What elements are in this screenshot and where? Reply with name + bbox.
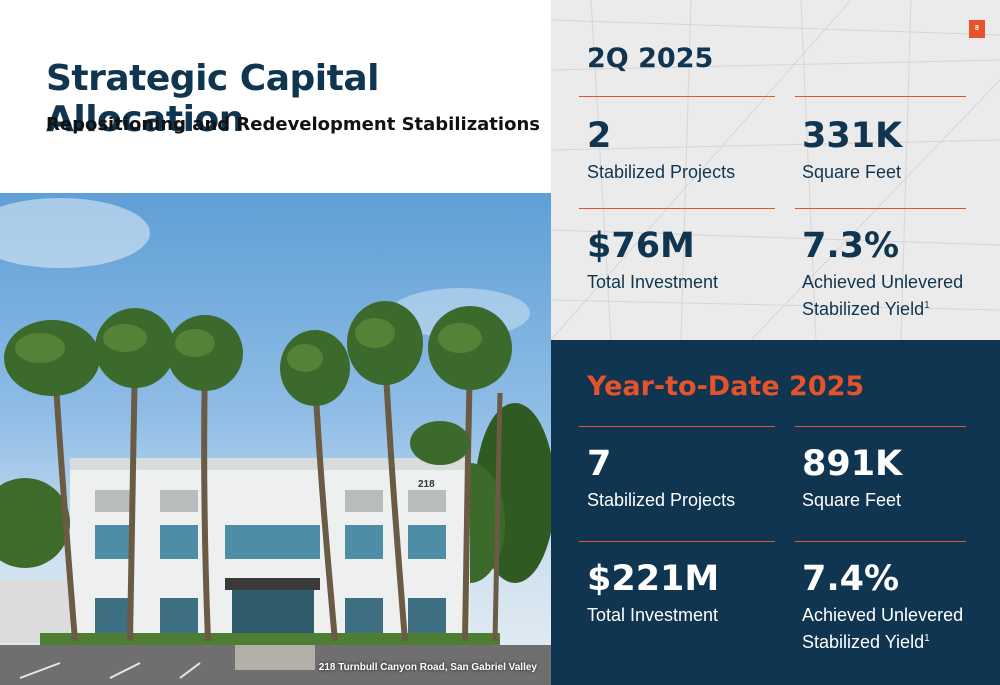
stat-value: 7 <box>587 444 612 484</box>
page-number-badge: 8 <box>969 20 985 38</box>
divider <box>579 541 775 542</box>
divider <box>579 426 775 427</box>
stat-stabilized-projects: 7 Stabilized Projects <box>587 444 735 512</box>
footnote-marker: 1 <box>924 633 930 644</box>
stat-total-investment: $76M Total Investment <box>587 226 718 294</box>
stat-unlevered-yield: 7.3% Achieved Unlevered Stabilized Yield… <box>802 226 963 321</box>
header-area: Strategic Capital Allocation Repositioni… <box>0 0 551 193</box>
divider <box>795 96 966 97</box>
stat-label: Stabilized Projects <box>587 162 736 182</box>
page-subtitle: Repositioning and Redevelopment Stabiliz… <box>46 114 540 135</box>
page-title: Strategic Capital Allocation <box>46 58 379 140</box>
stat-value: $76M <box>587 226 695 266</box>
stat-label: Total Investment <box>587 272 719 292</box>
stat-value: $221M <box>587 559 720 599</box>
stat-label: Achieved Unlevered Stabilized Yield1 <box>802 603 963 654</box>
divider <box>795 541 966 542</box>
stat-label: Stabilized Projects <box>587 490 736 510</box>
ytd-heading: Year-to-Date 2025 <box>587 371 865 402</box>
stat-stabilized-projects: 2 Stabilized Projects <box>587 116 735 184</box>
footnote-marker: 1 <box>924 300 930 311</box>
property-photo: 218 <box>0 193 551 685</box>
stat-value: 7.4% <box>802 559 900 599</box>
stat-label: Total Investment <box>587 605 719 625</box>
stat-value: 331K <box>802 116 903 156</box>
stat-label-line2: Stabilized Yield <box>802 299 925 319</box>
stat-label: Square Feet <box>802 162 902 182</box>
stat-square-feet: 331K Square Feet <box>802 116 902 184</box>
ytd-panel: Year-to-Date 2025 7 Stabilized Projects … <box>551 340 1000 685</box>
building-number: 218 <box>418 479 435 490</box>
map-background <box>551 0 1000 340</box>
photo-caption: 218 Turnbull Canyon Road, San Gabriel Va… <box>318 662 537 673</box>
divider <box>579 96 775 97</box>
divider <box>795 426 966 427</box>
stat-unlevered-yield: 7.4% Achieved Unlevered Stabilized Yield… <box>802 559 963 654</box>
divider <box>579 208 775 209</box>
stat-label-line1: Achieved Unlevered <box>802 272 964 292</box>
stat-value: 7.3% <box>802 226 900 266</box>
stat-label: Square Feet <box>802 490 902 510</box>
quarter-panel: 8 2Q 2025 2 Stabilized Projects 331K Squ… <box>551 0 1000 340</box>
quarter-heading: 2Q 2025 <box>587 43 714 74</box>
stat-label-line2: Stabilized Yield <box>802 632 925 652</box>
stat-label-line1: Achieved Unlevered <box>802 605 964 625</box>
stat-total-investment: $221M Total Investment <box>587 559 719 627</box>
stat-square-feet: 891K Square Feet <box>802 444 902 512</box>
divider <box>795 208 966 209</box>
stat-value: 2 <box>587 116 612 156</box>
building-illustration: 218 <box>0 198 551 685</box>
stat-value: 891K <box>802 444 903 484</box>
stat-label: Achieved Unlevered Stabilized Yield1 <box>802 270 963 321</box>
